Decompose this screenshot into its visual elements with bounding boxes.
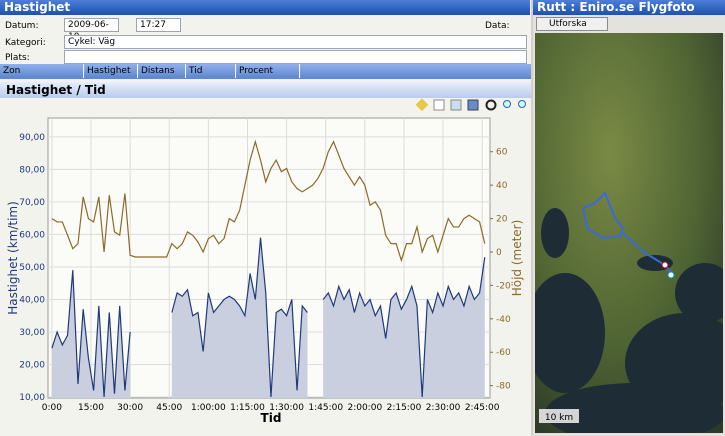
category-field[interactable]: Cykel: Väg	[64, 35, 527, 49]
x-tick-label: 2:30:00	[426, 403, 461, 413]
map-scale: 10 km	[545, 413, 573, 423]
data-label: Data:	[485, 21, 510, 31]
column-header[interactable]: Distans	[138, 64, 186, 78]
tool-icon[interactable]	[503, 100, 511, 108]
scale-box	[539, 409, 579, 423]
tool-icon[interactable]	[433, 99, 445, 111]
route	[622, 232, 674, 276]
place-field[interactable]	[64, 50, 527, 64]
column-header[interactable]: Hastighet	[84, 64, 138, 78]
x-tick-label: 30:00	[117, 403, 143, 413]
x-tick-label: 2:00:00	[347, 403, 382, 413]
date-label: Datum:	[5, 21, 39, 31]
y2-tick-label: -60	[496, 348, 511, 358]
y-tick-label: 30,00	[19, 328, 45, 338]
x-tick-label: 45:00	[156, 403, 182, 413]
tool-icon[interactable]	[467, 99, 479, 111]
route-marker	[667, 271, 675, 279]
x-tick-label: 1:45:00	[308, 403, 343, 413]
y2-tick-label: 0	[496, 248, 502, 258]
y-axis-label: Hastighet (km/tim)	[6, 201, 20, 315]
map-panel: Rutt : Eniro.se Flygfoto Utforska 10 km	[533, 0, 725, 436]
x-tick-label: 15:00	[78, 403, 104, 413]
x-tick-label: 1:00:00	[191, 403, 226, 413]
y-tick-label: 70,00	[19, 198, 45, 208]
table-header: Zon Hastighet Distans Tid Procent	[0, 64, 531, 79]
tool-icon[interactable]	[485, 99, 497, 111]
chart: Tid Hastighet (km/tim) Höjd (meter) 0:00…	[6, 98, 526, 425]
x-tick-label: 1:15:00	[230, 403, 265, 413]
route-marker	[661, 261, 669, 269]
route	[581, 191, 625, 240]
area-fill	[51, 237, 485, 398]
x-tick-label: 0:00	[42, 403, 62, 413]
time-field[interactable]: 17:27	[136, 18, 181, 32]
tool-icon[interactable]	[415, 98, 429, 112]
y-tick-label: 50,00	[19, 263, 45, 273]
y2-tick-label: 40	[496, 181, 508, 191]
toolbar	[415, 98, 526, 112]
explore-button[interactable]: Utforska	[536, 17, 608, 31]
map-title: Rutt : Eniro.se Flygfoto	[533, 0, 725, 15]
category-label: Kategori:	[5, 38, 46, 48]
y2-tick-label: 60	[496, 148, 508, 158]
y-tick-label: 60,00	[19, 230, 45, 240]
place-label: Plats:	[5, 53, 30, 63]
date-field[interactable]: 2009-06-10	[64, 18, 119, 42]
column-header[interactable]: Procent	[236, 64, 300, 78]
y2-tick-label: -20	[496, 281, 511, 291]
chart-title: Hastighet / Tid	[6, 83, 106, 97]
x-axis-label: Tid	[261, 411, 282, 425]
x-tick-label: 1:30:00	[269, 403, 304, 413]
y-tick-label: 90,00	[19, 133, 45, 143]
x-tick-label: 2:15:00	[387, 403, 422, 413]
x-tick-label: 2:45:00	[465, 403, 500, 413]
y-tick-label: 10,00	[19, 393, 45, 403]
column-header[interactable]: Tid	[186, 64, 236, 78]
y-tick-label: 40,00	[19, 295, 45, 305]
chart-panel-bar: Hastighet / Tid	[0, 82, 531, 98]
y-tick-label: 80,00	[19, 165, 45, 175]
y2-tick-label: -80	[496, 382, 511, 392]
panel-title: Hastighet	[0, 0, 530, 15]
column-header[interactable]: Zon	[0, 64, 84, 78]
y2-tick-label: 20	[496, 215, 508, 225]
series-line	[51, 237, 486, 398]
tool-icon[interactable]	[450, 99, 462, 111]
series-line	[51, 139, 486, 263]
y2-axis-label: Höjd (meter)	[510, 220, 524, 297]
tool-icon[interactable]	[518, 100, 526, 108]
speed-panel: Hastighet Datum: 2009-06-10 17:27 Data: …	[0, 0, 531, 436]
map: 10 km	[535, 33, 723, 433]
y-tick-label: 20,00	[19, 361, 45, 371]
y2-tick-label: -40	[496, 315, 511, 325]
